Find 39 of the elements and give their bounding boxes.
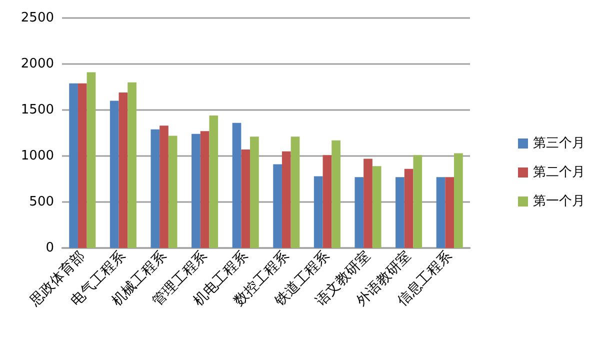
bar xyxy=(322,155,332,248)
bar xyxy=(436,177,446,248)
bar xyxy=(354,177,364,248)
bar xyxy=(200,131,210,248)
bar xyxy=(69,83,78,248)
bar xyxy=(332,140,340,248)
legend-label: 第一个月 xyxy=(533,194,585,209)
bar xyxy=(86,72,96,248)
bar xyxy=(78,83,87,248)
bar xyxy=(110,100,119,248)
bar xyxy=(372,166,382,248)
bar xyxy=(150,129,160,248)
y-tick-label: 1500 xyxy=(20,102,54,118)
bar xyxy=(404,168,414,248)
bar xyxy=(118,92,128,248)
bar xyxy=(232,122,242,248)
bar xyxy=(454,153,463,248)
bar xyxy=(209,116,218,248)
bar xyxy=(290,136,300,248)
bar xyxy=(282,151,291,248)
bar xyxy=(250,136,259,248)
bar xyxy=(273,164,282,248)
bar xyxy=(192,134,200,248)
bar xyxy=(128,82,136,248)
bar xyxy=(364,158,372,248)
bar xyxy=(241,150,250,248)
legend-label: 第三个月 xyxy=(533,136,585,151)
bar xyxy=(168,136,178,248)
bar xyxy=(445,177,454,248)
legend-label: 第二个月 xyxy=(533,165,585,180)
y-tick-label: 1000 xyxy=(20,148,54,164)
bar xyxy=(314,176,323,248)
bar xyxy=(396,177,404,248)
bar xyxy=(160,126,168,248)
y-tick-label: 0 xyxy=(46,240,54,256)
bar xyxy=(413,155,422,248)
y-tick-label: 2500 xyxy=(20,10,54,26)
y-tick-label: 500 xyxy=(29,194,54,210)
y-tick-label: 2000 xyxy=(20,56,54,72)
